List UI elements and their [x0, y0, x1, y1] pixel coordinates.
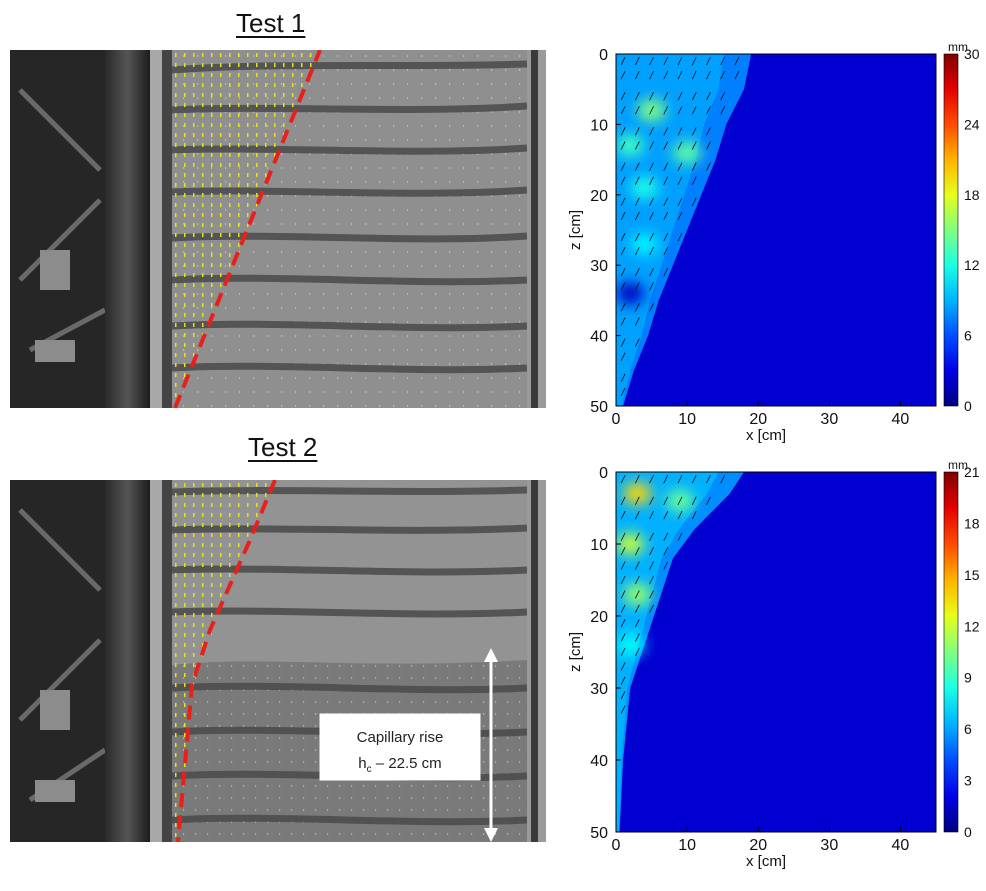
colorbar-tick-label: 30: [964, 46, 980, 62]
y-tick-label: 30: [590, 258, 608, 275]
y-tick-label: 0: [599, 465, 608, 482]
capillary-rise-label: Capillary rise: [357, 729, 444, 746]
colorbar-tick-label: 21: [964, 464, 980, 480]
y-tick-label: 20: [590, 188, 608, 205]
colorbar-tick-label: 6: [964, 721, 972, 737]
colorbar-tick-label: 15: [964, 567, 980, 583]
colorbar-unit: mm: [948, 458, 968, 472]
hotspot: [630, 176, 659, 199]
test-1-photo: [10, 50, 546, 408]
x-tick-label: 20: [749, 411, 767, 428]
x-tick-label: 30: [820, 837, 838, 854]
y-tick-label: 30: [590, 681, 608, 698]
y-tick-label: 40: [590, 329, 608, 346]
capillary-height-label: hc – 22.5 cm: [358, 755, 441, 775]
hotspot: [673, 141, 702, 164]
colorbar-tick-label: 9: [964, 670, 972, 686]
colorbar-tick-label: 18: [964, 515, 980, 531]
hotspot: [623, 482, 652, 505]
x-tick-label: 40: [892, 411, 910, 428]
heatmap-field: [616, 54, 936, 406]
x-axis-label: x [cm]: [746, 853, 786, 870]
y-tick-label: 20: [590, 609, 608, 626]
test-2-photo: Capillary rise hc – 22.5 cm: [10, 480, 546, 842]
failure-line-2: [176, 480, 277, 842]
displacement-vectors: [620, 475, 726, 714]
colorbar-tick-label: 18: [964, 187, 980, 203]
y-tick-label: 10: [590, 537, 608, 554]
plot-frame: [615, 53, 937, 407]
y-axis-label: z [cm]: [567, 210, 584, 250]
failure-line-1: [173, 50, 322, 408]
y-tick-label: 50: [590, 825, 608, 842]
colorbar: [943, 471, 959, 833]
displacement-vectors: [620, 56, 740, 397]
colorbar: [943, 53, 959, 407]
capillary-rise-arrow: [484, 648, 498, 842]
displacement-core: [616, 472, 719, 832]
colorbar-tick-label: 3: [964, 773, 972, 789]
hotspot: [616, 533, 645, 555]
x-axis-label: x [cm]: [746, 427, 786, 444]
x-tick-label: 0: [612, 837, 621, 854]
colorbar-tick-label: 0: [964, 398, 972, 414]
x-tick-label: 30: [820, 411, 838, 428]
colorbar-tick-label: 6: [964, 328, 972, 344]
y-axis-label: z [cm]: [567, 632, 584, 672]
hotspot: [616, 633, 645, 656]
colorbar-tick-label: 24: [964, 116, 980, 132]
colorbar-unit: mm: [948, 40, 968, 54]
hotspot: [616, 134, 645, 157]
colorbar-tick-label: 0: [964, 824, 972, 840]
colorbar-tick-label: 12: [964, 257, 980, 273]
capillary-rise-label-box: [319, 713, 481, 781]
test-1-title: Test 1: [236, 8, 306, 38]
test-2-title: Test 2: [248, 432, 318, 462]
heatmap-field: [616, 472, 936, 832]
y-tick-label: 40: [590, 753, 608, 770]
hotspot: [616, 282, 645, 305]
x-tick-label: 10: [678, 411, 696, 428]
y-tick-label: 50: [590, 399, 608, 416]
x-tick-label: 40: [892, 837, 910, 854]
x-tick-label: 0: [612, 411, 621, 428]
colorbar-tick-label: 12: [964, 618, 980, 634]
heatmap-test-2: 0 10 20 30 40 0 10 20 30 40 50 x [cm] z [cm] 0 3 6 9 12 15…: [567, 458, 980, 870]
plot-frame: [615, 471, 937, 833]
x-tick-label: 20: [749, 837, 767, 854]
y-tick-label: 0: [599, 47, 608, 64]
x-tick-label: 10: [678, 837, 696, 854]
y-tick-label: 10: [590, 117, 608, 134]
heatmap-test-1: 0 10 20 30 40 0 10 20 30 40 50 x [cm] z [cm] 0 6 12 18 24…: [567, 40, 980, 444]
hotspot: [630, 233, 659, 256]
